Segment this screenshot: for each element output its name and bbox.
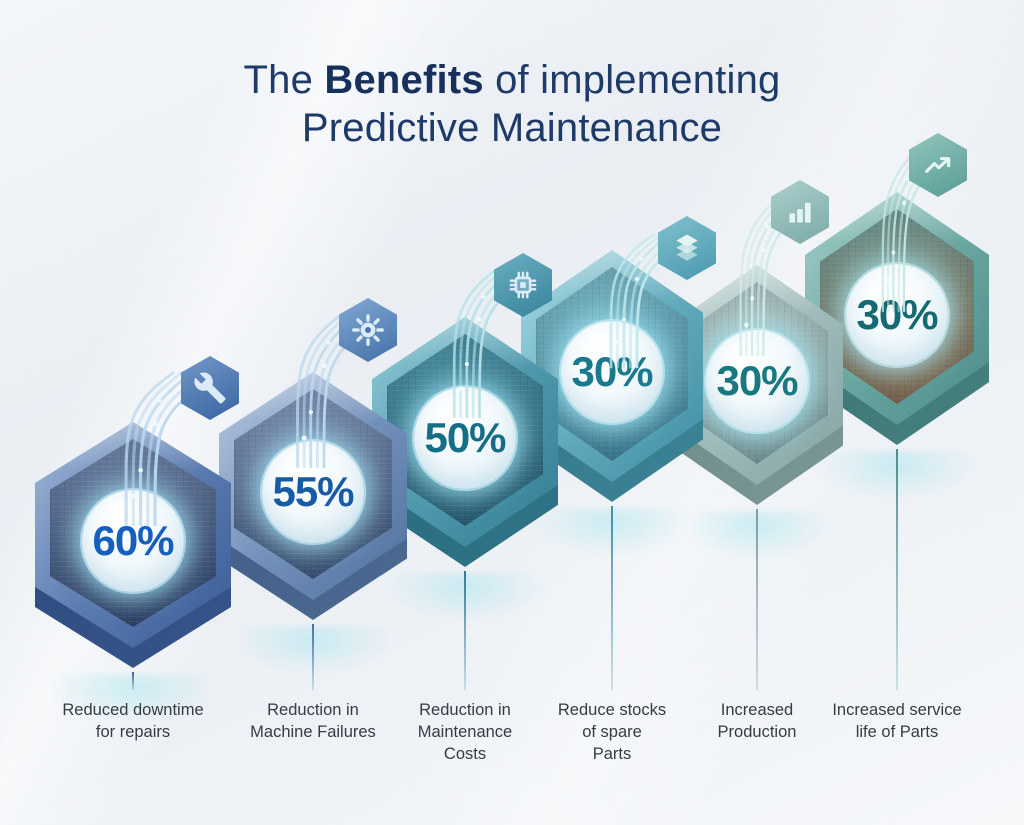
percentage-badge: 30% (561, 321, 663, 423)
percentage-value: 30% (716, 357, 798, 404)
title-line-2: Predictive Maintenance (301, 106, 723, 150)
connector-line (132, 672, 134, 690)
benefit-item-downtime: 60% Reduced downtime for repairs (35, 356, 239, 741)
connector-line (896, 449, 898, 690)
gear-icon (352, 314, 384, 346)
chip-icon (509, 271, 537, 299)
benefit-label: Increased service life of Parts (832, 701, 962, 741)
percentage-value: 50% (424, 414, 506, 461)
connector-line (464, 571, 466, 690)
percentage-value: 55% (272, 468, 354, 515)
percentage-value: 30% (571, 348, 653, 395)
connector-line (312, 624, 314, 690)
percentage-badge: 50% (414, 387, 516, 489)
percentage-badge: 30% (706, 330, 808, 432)
benefit-label: Reduce stocks of spare Parts (557, 701, 667, 763)
page-title: The Benefits of implementing Predictive … (0, 56, 1024, 152)
title-line-1: The Benefits of implementing (243, 58, 781, 102)
benefit-label: Increased Production (717, 701, 797, 741)
benefit-label: Reduction in Maintenance Costs (417, 701, 513, 763)
layers-icon (676, 234, 698, 261)
connector-line (756, 509, 758, 690)
bar-chart-icon (789, 202, 811, 223)
percentage-badge: 30% (846, 263, 948, 366)
wrench-icon (194, 372, 226, 404)
percentage-value: 30% (856, 290, 938, 338)
benefit-item-failures: 55% Reduction in Machine Failures (219, 298, 407, 741)
benefit-label: Reduced downtime for repairs (62, 701, 204, 741)
benefit-label: Reduction in Machine Failures (250, 701, 376, 741)
connector-line (611, 506, 613, 690)
trend-up-icon (925, 157, 951, 173)
percentage-badge: 55% (262, 441, 364, 543)
